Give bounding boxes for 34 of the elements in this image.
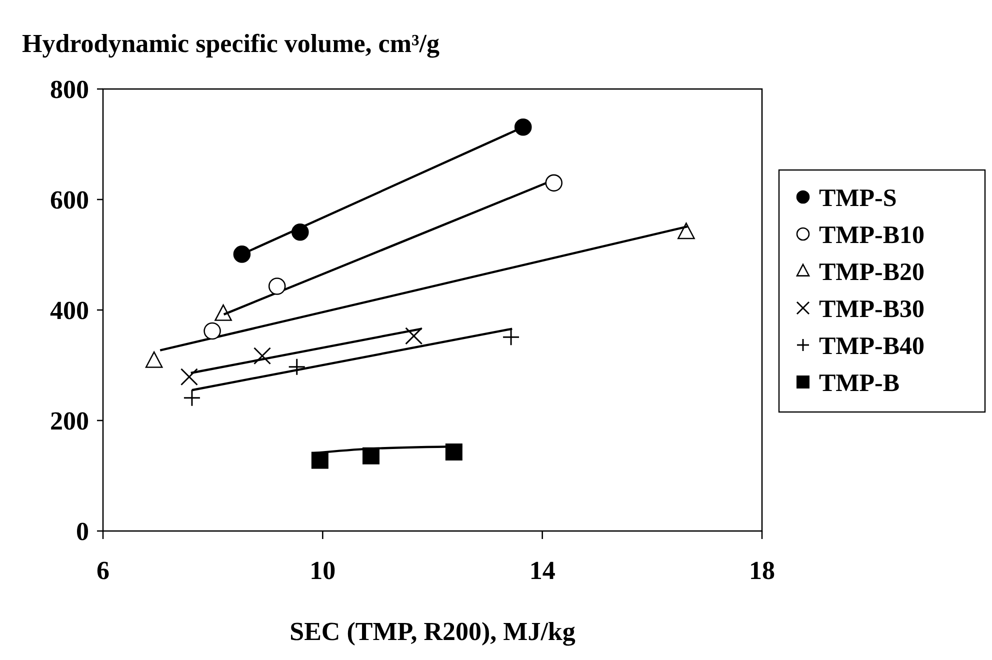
point <box>311 452 328 469</box>
x-tick-label: 18 <box>749 556 775 585</box>
legend-label: TMP-B10 <box>819 222 925 249</box>
legend-label: TMP-B <box>819 370 900 397</box>
point <box>145 351 163 368</box>
chart-title: Hydrodynamic specific volume, cm³/g <box>22 29 440 58</box>
point <box>445 443 462 460</box>
y-tick-label: 200 <box>50 406 89 436</box>
point <box>362 447 380 464</box>
y-tick-label: 800 <box>50 75 89 104</box>
point <box>292 223 309 241</box>
y-tick-label: 0 <box>76 517 89 546</box>
legend-label: TMP-S <box>819 184 897 212</box>
legend-label: TMP-B30 <box>819 296 925 323</box>
point <box>678 222 695 240</box>
x-tick-label: 6 <box>96 556 110 585</box>
y-tick-label: 400 <box>50 296 89 326</box>
x-tick-label: 10 <box>310 556 336 585</box>
point <box>233 246 251 263</box>
point <box>502 328 520 346</box>
point <box>183 389 201 407</box>
point <box>180 368 198 386</box>
x-axis-title: SEC (TMP, R200), MJ/kg <box>290 617 576 646</box>
legend-label: TMP-B40 <box>819 332 925 360</box>
x-tick-label: 14 <box>529 556 556 585</box>
point <box>204 322 221 340</box>
point <box>254 347 272 365</box>
point <box>214 304 232 321</box>
point <box>514 118 532 136</box>
point <box>545 174 563 192</box>
point <box>268 278 286 295</box>
legend-label: TMP-B20 <box>819 258 925 286</box>
point <box>288 358 306 376</box>
y-tick-label: 600 <box>50 186 89 215</box>
